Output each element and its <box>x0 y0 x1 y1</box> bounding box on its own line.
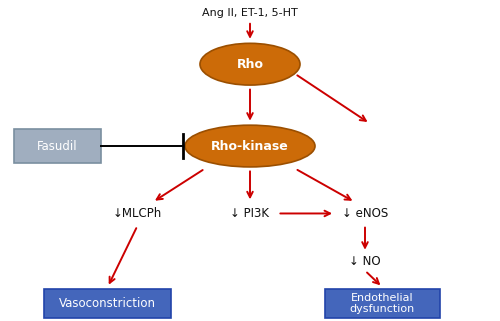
Text: Rho: Rho <box>236 58 264 71</box>
Text: ↓ PI3K: ↓ PI3K <box>230 207 270 220</box>
Text: Fasudil: Fasudil <box>37 140 78 152</box>
FancyBboxPatch shape <box>14 129 101 163</box>
Text: Vasoconstriction: Vasoconstriction <box>59 297 156 310</box>
Text: Endothelial
dysfunction: Endothelial dysfunction <box>350 292 415 314</box>
Text: Ang II, ET-1, 5-HT: Ang II, ET-1, 5-HT <box>202 8 298 18</box>
Ellipse shape <box>185 125 315 167</box>
Text: ↓ eNOS: ↓ eNOS <box>342 207 388 220</box>
FancyBboxPatch shape <box>325 289 440 318</box>
FancyBboxPatch shape <box>44 289 171 318</box>
Text: Rho-kinase: Rho-kinase <box>211 140 289 152</box>
Text: ↓MLCPh: ↓MLCPh <box>113 207 162 220</box>
Text: ↓ NO: ↓ NO <box>349 255 381 268</box>
Ellipse shape <box>200 43 300 85</box>
